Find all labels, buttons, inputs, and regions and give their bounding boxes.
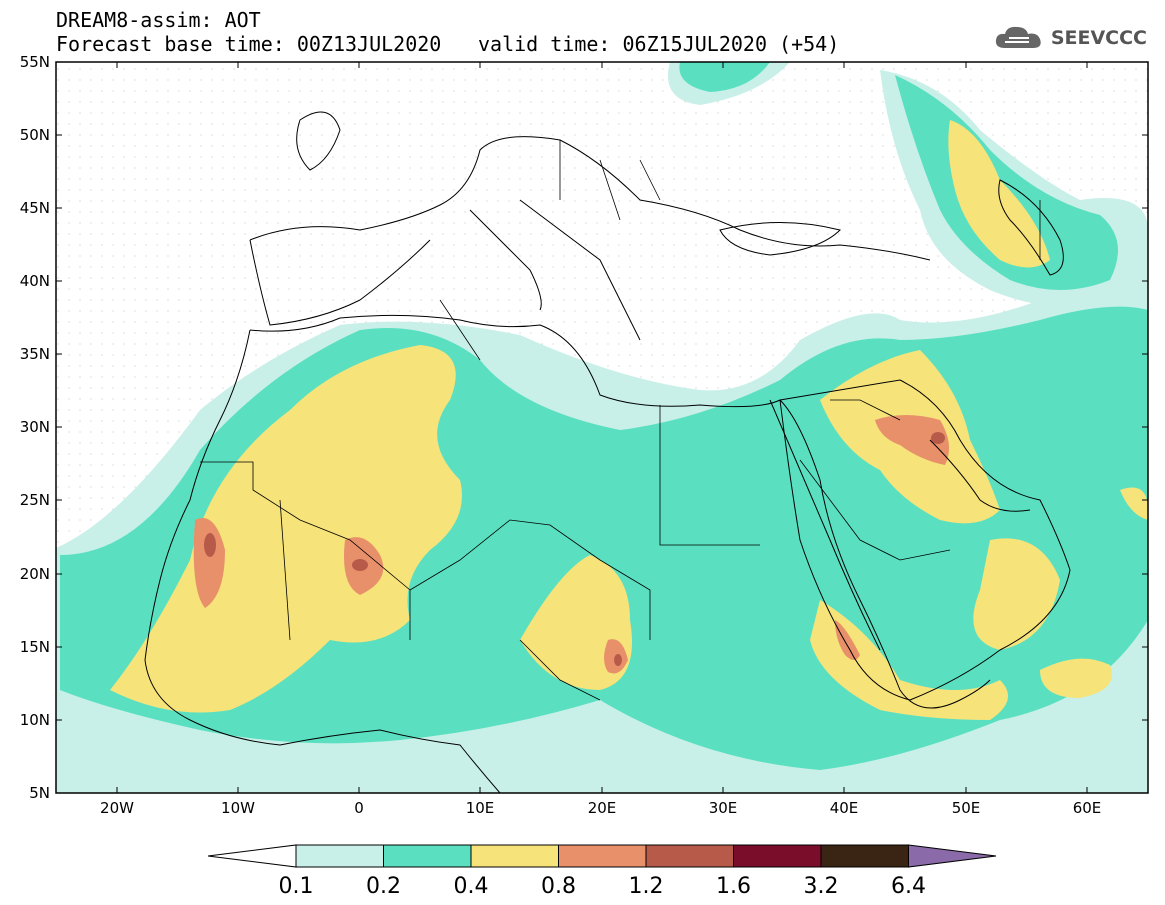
colorbar-label: 0.4 <box>454 874 489 899</box>
lon-label: 10W <box>221 799 255 817</box>
colorbar-label: 1.6 <box>716 874 751 899</box>
iberia <box>249 239 431 326</box>
colorbar-label: 1.2 <box>629 874 664 899</box>
seevccc-logo: SEEVCCC <box>993 22 1147 54</box>
caspian-sea <box>998 179 1064 276</box>
colorbar-swatch <box>820 844 909 868</box>
europe-coast <box>249 136 931 261</box>
colorbar-labels: 0.1 0.2 0.4 0.8 1.2 1.6 3.2 6.4 <box>279 874 927 899</box>
longitude-labels: 20W 10W 0 10E 20E 30E 40E 50E 60E <box>100 799 1101 817</box>
colorbar-swatch-under <box>207 844 297 868</box>
colorbar-swatch <box>733 844 822 868</box>
black-sea <box>719 222 841 256</box>
lat-label: 55N <box>20 53 50 71</box>
colorbar-swatch <box>383 844 472 868</box>
lon-label: 20W <box>100 799 134 817</box>
lon-label: 0 <box>354 799 364 817</box>
aot-band-0.4-arabian-sea <box>1040 658 1112 698</box>
colorbar-swatch <box>295 844 384 868</box>
latitude-axis <box>56 61 1148 721</box>
lon-label: 30E <box>709 799 738 817</box>
arabian-peninsula <box>779 379 1071 701</box>
lon-label: 40E <box>830 799 859 817</box>
lat-label: 50N <box>20 126 50 144</box>
aot-band-0.8-mauritania <box>193 518 225 608</box>
latitude-labels: 55N 50N 45N 40N 35N 30N 25N 20N 15N 10N … <box>20 53 50 802</box>
aot-band-1.2-mali <box>352 559 368 571</box>
aot-band-0.8-iraq <box>875 415 949 465</box>
lat-label: 20N <box>20 565 50 583</box>
colorbar-swatch <box>558 844 647 868</box>
lat-label: 45N <box>20 199 50 217</box>
aot-band-1.2-kuwait <box>931 432 945 444</box>
aot-map: 55N 50N 45N 40N 35N 30N 25N 20N 15N 10N … <box>20 53 1149 817</box>
aot-band-0.4-yemen <box>810 600 1008 720</box>
aot-band-1.2-mauritania <box>204 533 216 557</box>
aot-band-0.2-blob <box>679 62 770 92</box>
logo-text: SEEVCCC <box>1050 27 1147 49</box>
colorbar: 0.1 0.2 0.4 0.8 1.2 1.6 3.2 6.4 <box>207 844 997 899</box>
colorbar-swatch <box>645 844 734 868</box>
longitude-axis <box>116 62 1088 793</box>
lat-label: 35N <box>20 345 50 363</box>
colorbar-label: 3.2 <box>804 874 839 899</box>
colorbar-label: 0.2 <box>366 874 401 899</box>
red-sea <box>769 399 881 651</box>
lon-label: 60E <box>1073 799 1102 817</box>
borders <box>200 140 1041 701</box>
map-title: DREAM8-assim: AOT <box>56 8 261 32</box>
persian-gulf <box>929 439 1031 512</box>
colorbar-swatch <box>470 844 559 868</box>
lon-label: 50E <box>952 799 981 817</box>
lat-label: 40N <box>20 272 50 290</box>
italy <box>469 209 542 311</box>
coastlines <box>144 111 1071 793</box>
colorbar-label: 0.1 <box>279 874 314 899</box>
aot-band-0.4-chad <box>520 555 632 690</box>
lat-label: 15N <box>20 638 50 656</box>
britain <box>296 111 341 171</box>
aot-band-0.8-eritrea <box>835 620 860 660</box>
aot-fields <box>56 62 1148 793</box>
aot-band-0.4-east <box>1120 487 1148 520</box>
colorbar-swatch-over <box>908 844 997 868</box>
lat-label: 10N <box>20 711 50 729</box>
lat-label: 5N <box>29 784 50 802</box>
balkans-greece <box>519 199 641 341</box>
aot-band-0.4-west <box>110 345 462 713</box>
colorbar-label: 6.4 <box>891 874 926 899</box>
aot-band-0.4-south-arabia <box>973 538 1060 650</box>
lat-label: 25N <box>20 491 50 509</box>
aot-band-1.2-chad <box>614 654 622 666</box>
lon-label: 20E <box>588 799 617 817</box>
cloud-icon <box>995 26 1041 48</box>
lat-label: 30N <box>20 418 50 436</box>
colorbar-label: 0.8 <box>541 874 576 899</box>
africa-coast <box>249 314 991 709</box>
forecast-base-time: Forecast base time: 00Z13JUL2020 <box>56 32 442 56</box>
valid-time: valid time: 06Z15JUL2020 (+54) <box>478 32 840 56</box>
lon-label: 10E <box>466 799 495 817</box>
west-africa-coast <box>144 329 501 793</box>
